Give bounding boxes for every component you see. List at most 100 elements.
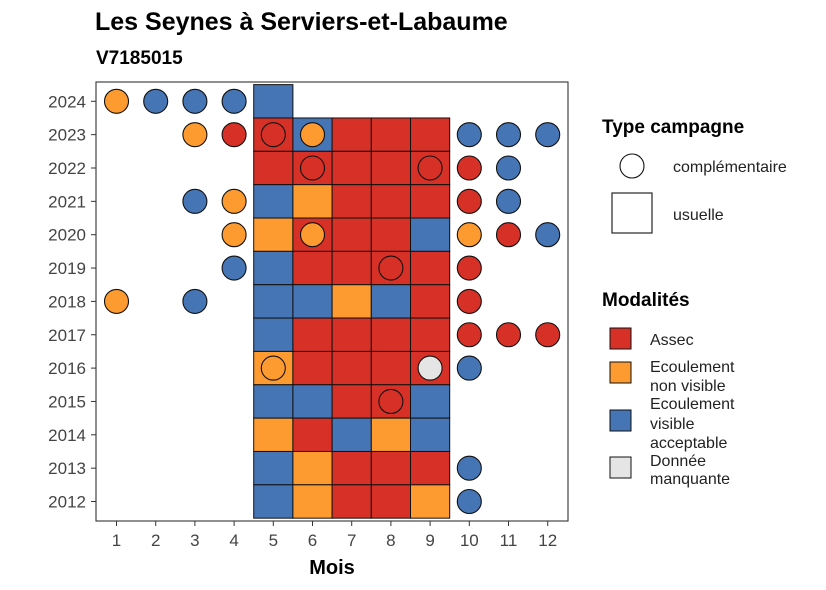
tile-2014-8 [370,417,411,452]
y-tick-label: 2012 [48,493,86,512]
point-2022-10 [456,155,482,181]
tile-2019-9 [410,250,451,286]
legend-color-title: Modalités [602,290,690,311]
y-tick-label: 2024 [48,92,86,111]
point-2020-6 [299,222,326,248]
point-2019-4 [221,255,247,281]
point-2023-10 [456,122,482,148]
point-2024-4 [221,88,247,114]
tile-2017-6 [292,317,333,352]
tile-2020-5 [253,217,294,252]
point-2019-8 [378,255,404,281]
tile-2018-9 [410,284,451,319]
point-2016-9 [417,355,443,381]
tile-2013-9 [410,450,451,486]
tile-2015-5 [253,384,294,419]
point-2022-9 [417,155,443,181]
point-2018-1 [103,288,130,314]
tile-2018-5 [253,284,294,319]
tile-2023-9 [410,117,451,152]
tile-2019-7 [331,250,372,286]
tile-2016-7 [331,350,372,386]
point-2021-3 [182,188,208,214]
legend-color-label: non visible [650,378,726,395]
x-axis-title: Mois [309,557,355,579]
point-2018-10 [456,288,482,314]
legend-color-key-ecoulement_non_visible [609,361,632,384]
point-2021-4 [221,188,247,214]
tile-2013-8 [370,450,411,486]
point-2013-10 [456,455,482,481]
x-tick-label: 10 [460,531,479,550]
point-2020-4 [221,222,247,248]
tile-2015-9 [410,384,451,419]
point-2024-2 [143,88,169,114]
x-tick-label: 7 [347,531,356,550]
tile-2020-7 [331,217,372,252]
point-2020-11 [495,222,522,248]
tile-2021-7 [331,184,372,219]
point-2012-10 [456,488,482,515]
x-tick-label: 5 [269,531,278,550]
axes: 1 2 3 4 5 6 7 8 9 10 11 122012201320142015201620172… [48,92,557,550]
point-2023-4 [221,122,247,148]
tile-2023-7 [331,117,372,152]
legend-color-label: visible [650,416,695,433]
tile-2017-7 [331,317,372,352]
legend-square-key [611,192,653,234]
legend-color-label: Ecoulement [650,396,735,413]
x-tick-label: 12 [538,531,557,550]
y-tick-label: 2023 [48,126,86,145]
y-tick-label: 2022 [48,159,86,178]
point-2023-12 [535,122,561,148]
point-2020-12 [535,222,561,248]
legend-color-label: Donnée [650,453,706,470]
point-2019-10 [456,255,482,281]
legend: Type campagne complémentaire usuelle Modali… [602,117,787,488]
y-tick-label: 2013 [48,459,86,478]
legend-color-label: Ecoulement [650,359,735,376]
usuelle-tiles [253,84,451,519]
point-2017-12 [535,322,561,348]
tile-2012-8 [370,484,411,519]
point-2022-6 [299,155,326,181]
point-2021-11 [495,188,522,214]
tile-2018-6 [292,284,333,319]
chart-subtitle: V7185015 [96,48,183,69]
x-tick-label: 1 [112,531,121,550]
tile-2018-7 [331,284,372,319]
point-2015-8 [378,388,404,415]
tile-2018-8 [370,284,411,319]
tile-2022-7 [331,150,372,186]
tile-2014-6 [292,417,333,452]
legend-circle-key [619,153,645,179]
tile-2021-8 [370,184,411,219]
tile-2015-6 [292,384,333,419]
y-tick-label: 2021 [48,192,86,211]
point-2018-3 [182,288,208,314]
tile-2014-5 [253,417,294,452]
tile-2020-9 [410,217,451,252]
tile-2015-7 [331,384,372,419]
point-2023-3 [182,122,208,148]
y-tick-label: 2018 [48,292,86,311]
legend-color-label: Assec [650,332,694,349]
legend-shape-label: usuelle [673,207,724,224]
tile-2013-7 [331,450,372,486]
tile-2021-9 [410,184,451,219]
tile-2017-8 [370,317,411,352]
x-tick-label: 3 [190,531,199,550]
x-tick-label: 9 [425,531,434,550]
legend-shape-title: Type campagne [602,117,744,138]
legend-color-key-donnee_manquante [609,456,632,479]
tile-2019-6 [292,250,333,286]
point-2022-11 [495,155,522,181]
legend-color-key-assec [609,327,632,350]
legend-shape-label: complémentaire [673,159,787,176]
tile-2016-6 [292,350,333,386]
tile-2023-8 [370,117,411,152]
tile-2016-8 [370,350,411,386]
point-2016-10 [456,355,482,381]
tile-2012-5 [253,484,294,519]
